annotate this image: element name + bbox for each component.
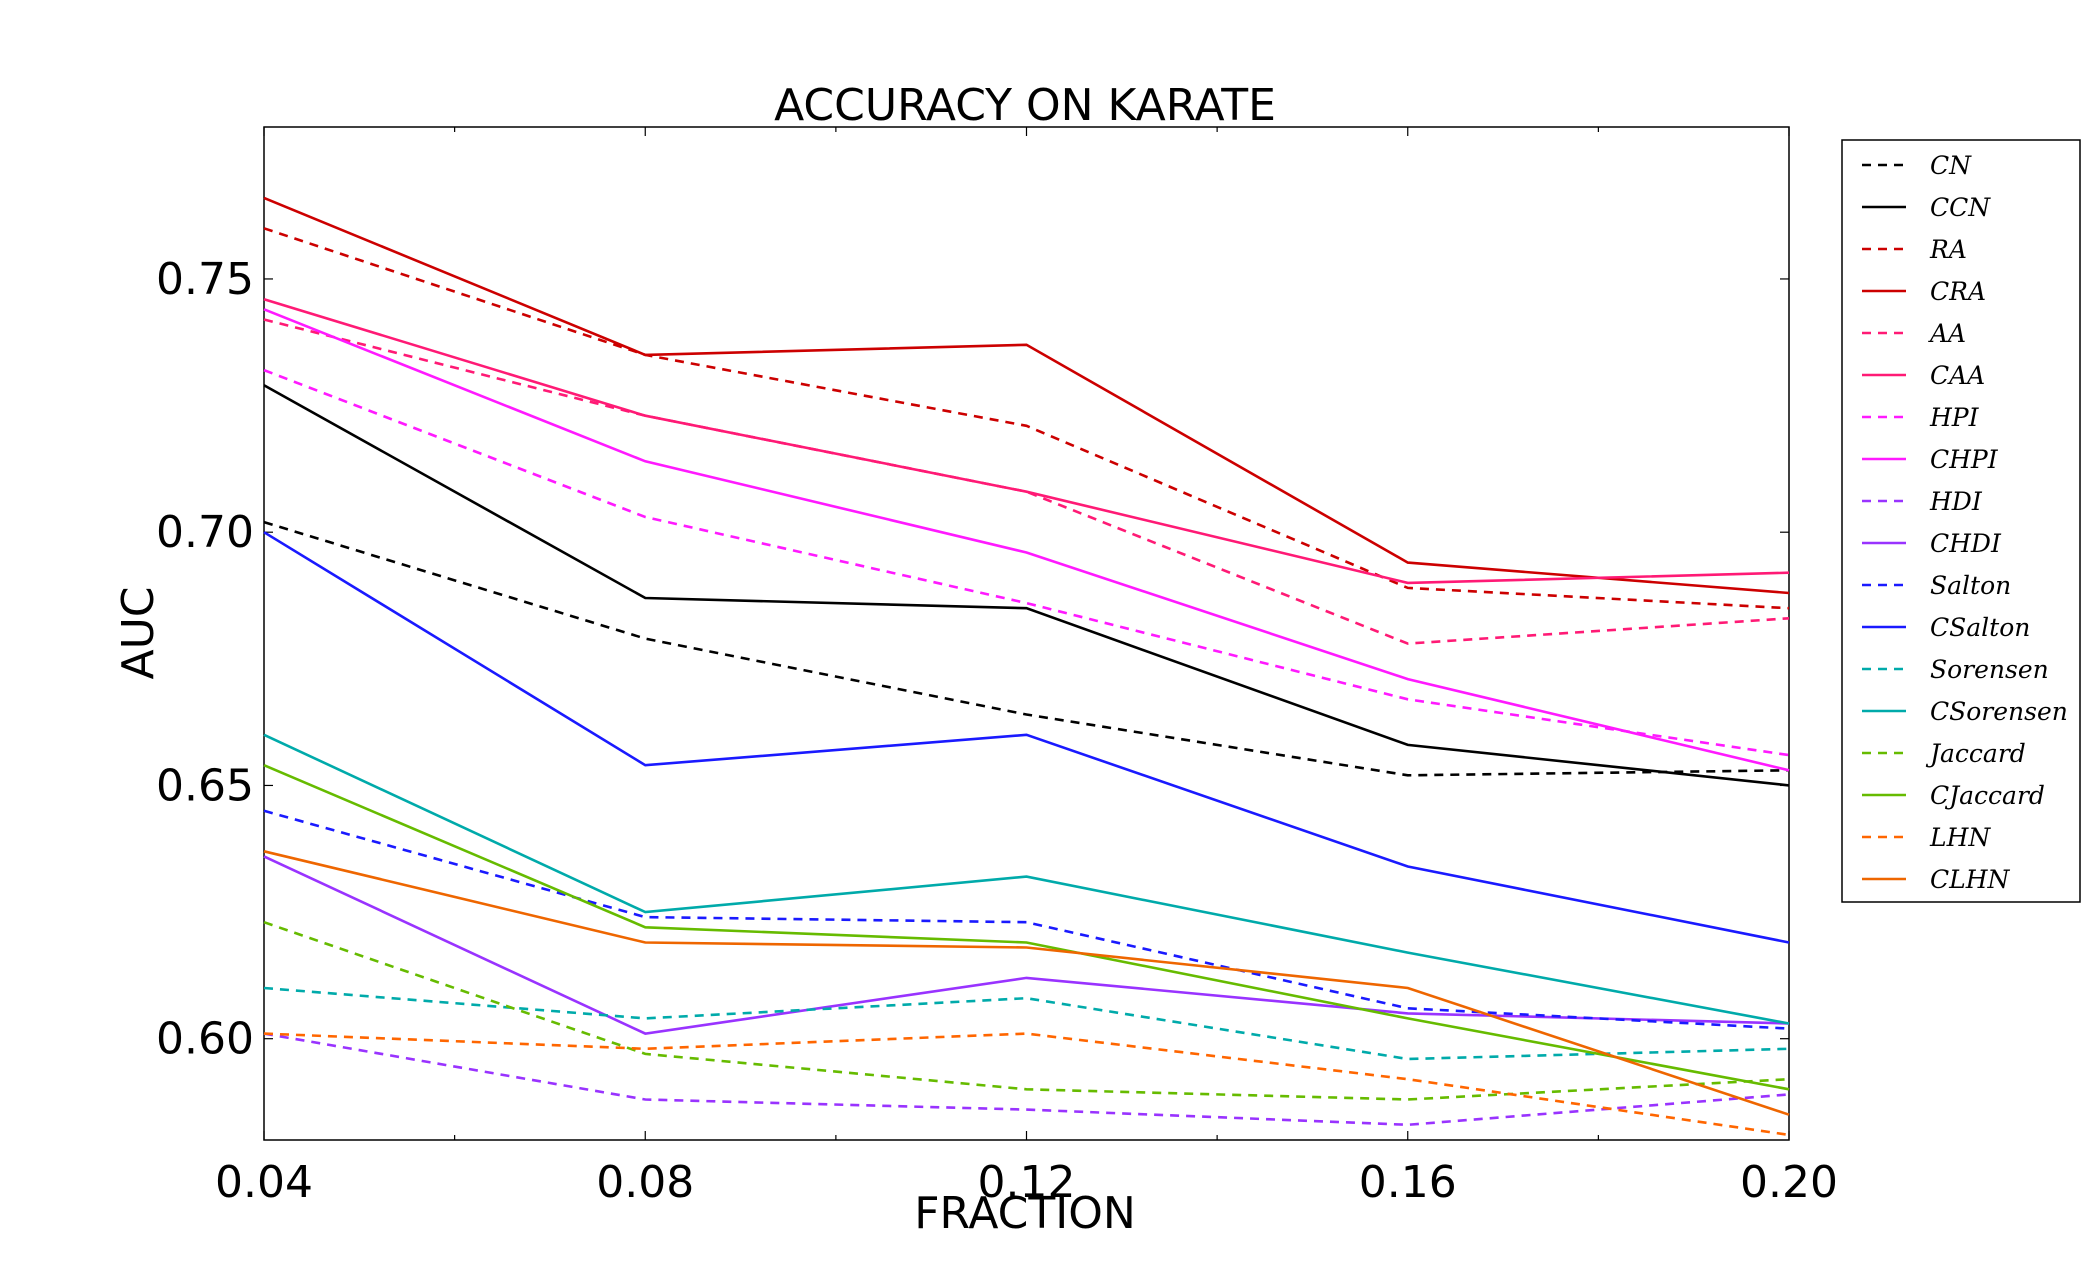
series-line-hdi [263, 1032, 1790, 1127]
legend-label: CRA [1930, 277, 1986, 306]
legend-label: CHPI [1930, 445, 1999, 474]
legend: CN CCN RA CRA AA CAA HPI CHPI HDI CHDI Salton CSalt… [1841, 139, 2081, 903]
x-axis-tick-labels: 0.04 0.08 0.12 0.16 0.20 [215, 1157, 1838, 1208]
series-line-jaccard [263, 920, 1790, 1101]
x-tick-label: 0.16 [1359, 1157, 1457, 1208]
legend-label: RA [1929, 235, 1967, 264]
legend-label: CLHN [1930, 865, 2011, 894]
legend-label: AA [1928, 319, 1966, 348]
legend-label: Jaccard [1925, 739, 2026, 768]
x-tick-label: 0.08 [596, 1157, 694, 1208]
series-line-salton [263, 809, 1790, 1030]
series-line-csorensen [263, 733, 1790, 1025]
x-tick-label: 0.04 [215, 1157, 313, 1208]
legend-label: Salton [1930, 571, 2011, 600]
legend-label: CSalton [1930, 613, 2030, 642]
legend-label: CJaccard [1930, 781, 2045, 810]
y-tick-label: 0.60 [156, 1014, 254, 1065]
series-line-caa [263, 297, 1790, 585]
legend-label: CN [1930, 151, 1972, 180]
series-line-ra [263, 227, 1790, 610]
series-line-ccn [263, 384, 1790, 787]
legend-label: CCN [1930, 193, 1991, 222]
series-lines [263, 196, 1790, 1137]
x-axis-label: FRACTION [914, 1188, 1136, 1239]
series-line-cn [263, 520, 1790, 777]
chart-title: ACCURACY ON KARATE [774, 80, 1276, 131]
y-axis-label: AUC [113, 586, 164, 679]
series-line-cjaccard [263, 764, 1790, 1091]
series-line-csalton [263, 531, 1790, 944]
y-axis-tick-labels: 0.60 0.65 0.70 0.75 [156, 254, 254, 1065]
y-tick-label: 0.70 [156, 507, 254, 558]
legend-label: CHDI [1930, 529, 2002, 558]
series-line-chdi [263, 855, 1790, 1035]
y-tick-label: 0.65 [156, 760, 254, 811]
series-line-clhn [263, 850, 1790, 1116]
legend-frame [1841, 139, 2081, 903]
legend-label: CAA [1930, 361, 1985, 390]
series-line-aa [263, 318, 1790, 645]
legend-label: HPI [1929, 403, 1980, 432]
series-line-sorensen [263, 986, 1790, 1061]
series-line-lhn [263, 1032, 1790, 1137]
series-line-cra [263, 196, 1790, 595]
series-line-hpi [263, 368, 1790, 757]
series-line-chpi [263, 308, 1790, 772]
y-tick-label: 0.75 [156, 254, 254, 305]
legend-label: CSorensen [1930, 697, 2068, 726]
legend-label: LHN [1929, 823, 1991, 852]
x-tick-label: 0.20 [1740, 1157, 1838, 1208]
x-tick-label: 0.12 [978, 1157, 1076, 1208]
legend-label: Sorensen [1930, 655, 2049, 684]
legend-label: HDI [1929, 487, 1983, 516]
